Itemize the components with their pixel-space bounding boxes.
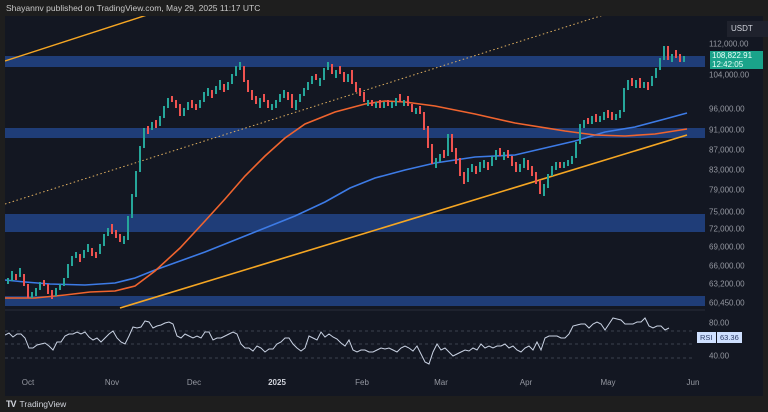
candlesticks <box>7 46 685 299</box>
price-label: 66,000.00 <box>709 261 745 271</box>
rsi-axis-label: 80.00 <box>709 318 730 328</box>
time-label: Feb <box>355 378 369 387</box>
time-label: Mar <box>434 378 448 387</box>
tradingview-logo-icon: TV <box>6 399 16 409</box>
brand-name: TradingView <box>19 399 67 409</box>
zone-73k <box>5 214 705 232</box>
upper-channel-line <box>5 16 147 62</box>
price-label: 91,000.00 <box>709 125 745 135</box>
rsi-indicator-label: RSI <box>697 332 716 343</box>
ma100-line <box>5 100 688 299</box>
price-label: 75,000.00 <box>709 207 745 217</box>
attribution-header: Shayannv published on TradingView.com, M… <box>0 0 768 16</box>
price-label: 72,000.00 <box>709 224 745 234</box>
current-price-tag: 108,822.91 12:42:05 <box>710 51 763 69</box>
time-label: May <box>600 378 616 387</box>
price-label: 69,000.00 <box>709 242 745 252</box>
current-price: 108,822.91 <box>712 51 753 60</box>
ma200-line <box>5 112 688 286</box>
price-axis[interactable]: USDT 112,000.00 108,822.91 12:42:05 104,… <box>705 16 768 396</box>
price-label: 112,000.00 <box>709 39 749 49</box>
price-label: 63,200.00 <box>709 279 745 289</box>
time-label: Nov <box>104 378 120 387</box>
time-label: Dec <box>186 378 202 387</box>
time-axis[interactable]: Oct Nov Dec 2025 Feb Mar Apr May Jun <box>5 374 705 392</box>
zone-91k <box>5 128 705 138</box>
rsi-indicator-value: 63.36 <box>717 332 742 343</box>
price-label: 104,000.00 <box>709 70 750 80</box>
currency-selector[interactable]: USDT <box>727 21 768 37</box>
price-label: 83,000.00 <box>709 165 745 175</box>
price-label: 60,450.00 <box>709 298 745 308</box>
zone-60k <box>5 296 705 306</box>
footer: TV TradingView <box>0 396 768 412</box>
price-chart[interactable] <box>5 16 705 396</box>
time-label: Jun <box>686 378 700 387</box>
time-label: Apr <box>519 378 533 387</box>
candle-countdown: 12:42:05 <box>712 59 744 69</box>
ascending-trendline <box>119 134 688 309</box>
dotted-channel-midline <box>5 16 602 205</box>
chart-frame[interactable]: USDT 112,000.00 108,822.91 12:42:05 104,… <box>5 16 768 396</box>
price-label: 79,000.00 <box>709 185 745 195</box>
rsi-axis-label: 40.00 <box>709 351 730 361</box>
price-label: 96,000.00 <box>709 104 745 114</box>
time-label: 2025 <box>268 378 286 387</box>
zone-108k <box>5 56 705 67</box>
price-label: 87,000.00 <box>709 145 745 155</box>
time-label: Oct <box>21 378 35 387</box>
rsi-line <box>5 317 670 365</box>
